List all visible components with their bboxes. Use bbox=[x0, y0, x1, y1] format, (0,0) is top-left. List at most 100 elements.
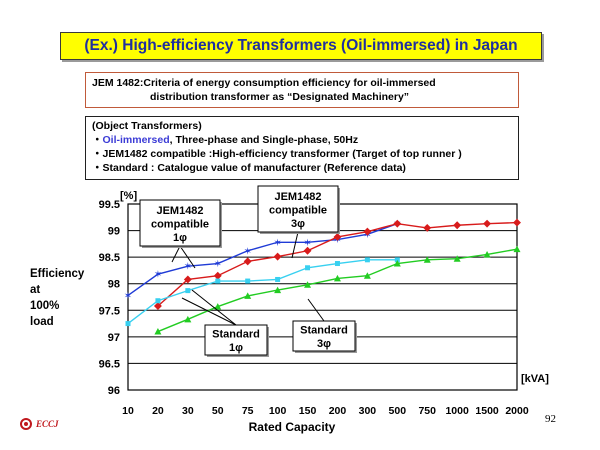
y-tick-label: 98.5 bbox=[99, 252, 120, 264]
data-point bbox=[363, 272, 371, 279]
data-point bbox=[423, 223, 432, 232]
data-point bbox=[243, 257, 252, 266]
series-line bbox=[127, 259, 398, 325]
callout-leader bbox=[191, 289, 237, 326]
x-tick-label: 1000 bbox=[445, 405, 469, 417]
x-tick-label: 30 bbox=[182, 405, 194, 417]
data-point bbox=[453, 221, 462, 230]
y-tick-label: 96.5 bbox=[99, 358, 120, 370]
callout-text: 1φ bbox=[229, 342, 243, 354]
data-point bbox=[483, 250, 491, 258]
oil-immersed-label: Oil-immersed bbox=[102, 134, 170, 146]
bullet: ・ bbox=[92, 148, 103, 160]
page-number: 92 bbox=[545, 413, 556, 425]
y-tick-label: 97.5 bbox=[99, 305, 120, 317]
object-line-jem: ・JEM1482 compatible :High-efficiency tra… bbox=[92, 147, 512, 161]
standard-desc: Standard : Catalogue value of manufactur… bbox=[102, 162, 406, 174]
data-point bbox=[185, 288, 191, 294]
plot-area bbox=[127, 203, 518, 391]
callout-standard-3phase bbox=[292, 320, 356, 352]
callout-text: 3φ bbox=[317, 338, 331, 350]
x-tick-label: 50 bbox=[212, 405, 224, 417]
data-point bbox=[423, 256, 431, 263]
eccj-logo: ECCJ bbox=[20, 418, 59, 430]
callout-text: JEM1482 bbox=[156, 205, 203, 217]
data-point: ✶ bbox=[214, 259, 222, 270]
data-point bbox=[244, 292, 252, 299]
x-tick-label: 150 bbox=[299, 405, 317, 417]
oil-immersed-detail: , Three-phase and Single-phase, 50Hz bbox=[169, 134, 359, 146]
callout-jem1482-1phase bbox=[139, 199, 221, 247]
data-point bbox=[184, 315, 192, 323]
x-axis-unit: [kVA] bbox=[521, 373, 549, 385]
y-axis-title-line: at bbox=[30, 284, 41, 296]
page-title: (Ex.) High-efficiency Transformers (Oil-… bbox=[60, 32, 542, 60]
y-axis-title: Efficiency at 100% load bbox=[30, 266, 90, 330]
y-axis-title-line: Efficiency bbox=[30, 268, 85, 280]
data-point bbox=[274, 286, 282, 294]
jem-compatible-desc: JEM1482 compatible :High-efficiency tran… bbox=[102, 148, 462, 160]
data-point: ✶ bbox=[273, 238, 281, 249]
callout-text: 1φ bbox=[173, 232, 187, 244]
object-heading: (Object Transformers) bbox=[92, 120, 202, 132]
callout-shadow bbox=[142, 202, 222, 248]
data-point bbox=[154, 328, 162, 335]
series-line bbox=[127, 223, 398, 296]
y-axis-unit: [%] bbox=[120, 190, 137, 202]
data-point bbox=[275, 276, 281, 282]
y-tick-label: 99.5 bbox=[99, 199, 120, 211]
callout-shadow bbox=[260, 188, 340, 234]
data-point bbox=[393, 219, 402, 228]
data-point bbox=[245, 278, 251, 284]
data-point bbox=[155, 298, 161, 304]
x-tick-label: 75 bbox=[242, 405, 254, 417]
data-point bbox=[483, 219, 492, 228]
y-axis-title-line: 100% bbox=[30, 300, 60, 312]
data-point bbox=[394, 257, 400, 263]
data-point bbox=[214, 303, 222, 310]
object-line-oil: ・Oil-immersed, Three-phase and Single-ph… bbox=[92, 133, 512, 147]
callout-leader bbox=[181, 297, 237, 326]
data-point bbox=[215, 278, 221, 284]
data-point bbox=[334, 261, 340, 267]
data-point bbox=[125, 321, 131, 327]
data-point bbox=[513, 245, 521, 253]
x-tick-label: 10 bbox=[122, 405, 134, 417]
callout-leader bbox=[307, 298, 325, 322]
x-tick-label: 200 bbox=[329, 405, 347, 417]
y-tick-label: 99 bbox=[108, 226, 120, 238]
data-point: ✶ bbox=[124, 291, 132, 302]
data-point: ✶ bbox=[393, 219, 401, 230]
callout-shadow bbox=[207, 327, 269, 357]
data-point bbox=[153, 302, 162, 310]
data-point: ✶ bbox=[184, 262, 192, 273]
data-point: ✶ bbox=[303, 238, 311, 249]
eccj-logo-text: ECCJ bbox=[36, 419, 59, 429]
y-tick-label: 98 bbox=[108, 279, 120, 291]
callout-text: JEM1482 bbox=[274, 191, 321, 203]
data-point bbox=[364, 257, 370, 263]
data-point: ✶ bbox=[243, 246, 251, 257]
series-line bbox=[157, 248, 518, 333]
data-point bbox=[305, 265, 311, 271]
x-axis-title: Rated Capacity bbox=[249, 420, 336, 434]
data-point bbox=[393, 260, 401, 267]
eccj-logo-icon bbox=[20, 418, 32, 430]
callout-text: compatible bbox=[151, 218, 209, 230]
callout-text: compatible bbox=[269, 204, 327, 216]
object-transformers-box: (Object Transformers) ・Oil-immersed, Thr… bbox=[85, 116, 519, 180]
data-point: ✶ bbox=[154, 270, 162, 281]
callout-leader bbox=[171, 245, 181, 263]
callout-jem1482-3phase bbox=[257, 185, 339, 233]
bullet: ・ bbox=[92, 134, 103, 146]
jem-criteria-line2: distribution transformer as “Designated … bbox=[150, 91, 410, 103]
data-point: ✶ bbox=[363, 230, 371, 241]
x-tick-label: 1500 bbox=[475, 405, 499, 417]
data-point bbox=[213, 271, 222, 280]
y-axis-title-line: load bbox=[30, 316, 54, 328]
bullet: ・ bbox=[92, 162, 103, 174]
series-line bbox=[157, 221, 518, 307]
data-point bbox=[304, 281, 312, 288]
data-point bbox=[183, 275, 192, 284]
